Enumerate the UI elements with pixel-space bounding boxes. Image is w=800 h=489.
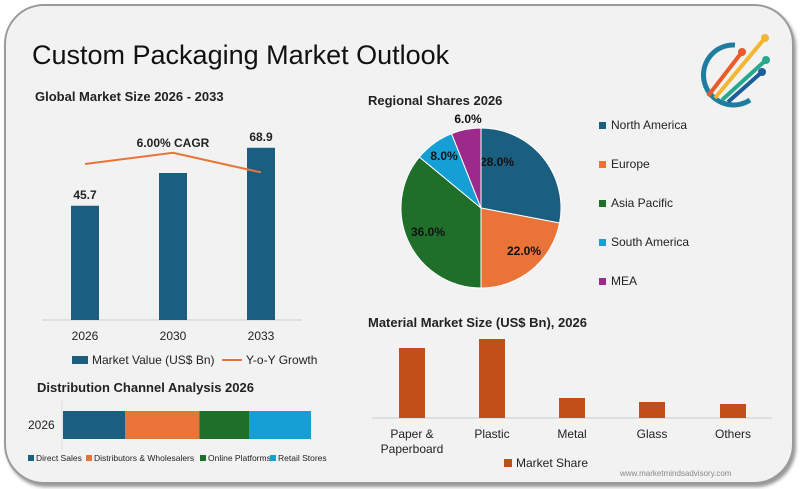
- pie-data-label: 28.0%: [480, 155, 514, 169]
- distribution-title: Distribution Channel Analysis 2026: [37, 380, 254, 395]
- bar-segment: [63, 411, 125, 439]
- x-tick-label: Paperboard: [381, 442, 444, 456]
- legend-label: North America: [611, 118, 687, 132]
- bar-material: [399, 348, 425, 418]
- page-title: Custom Packaging Market Outlook: [32, 40, 450, 70]
- logo-icon: [701, 42, 752, 108]
- bar-segment: [199, 411, 249, 439]
- data-label: 68.9: [249, 130, 273, 144]
- market-size-title: Global Market Size 2026 - 2033: [35, 89, 224, 104]
- x-tick-label: Others: [715, 427, 751, 441]
- logo-arrow-head-icon: [758, 68, 766, 76]
- legend-swatch: [599, 200, 606, 207]
- bar-material: [720, 404, 746, 418]
- legend-swatch: [599, 122, 606, 129]
- logo-arrow-icon: [706, 50, 744, 98]
- legend-swatch: [599, 239, 606, 246]
- legend-swatch: [599, 278, 606, 285]
- bar-market-value: [159, 173, 187, 320]
- material-title: Material Market Size (US$ Bn), 2026: [368, 315, 587, 330]
- legend-swatch: [72, 356, 88, 364]
- bar-material: [479, 339, 505, 418]
- pie-slice: [400, 156, 482, 289]
- pie-data-label: 22.0%: [507, 244, 541, 258]
- legend-label: South America: [611, 235, 689, 249]
- legend-label: Retail Stores: [278, 453, 327, 463]
- x-tick-label: Paper &: [390, 427, 433, 441]
- x-tick-label: Metal: [557, 427, 586, 441]
- pie-slice: [480, 207, 561, 289]
- x-tick-label: 2030: [160, 329, 187, 343]
- pie-data-label: 6.0%: [454, 112, 482, 126]
- x-tick-label: Plastic: [474, 427, 509, 441]
- pie-data-label: 8.0%: [430, 149, 458, 163]
- logo-arrow-head-icon: [738, 48, 746, 56]
- logo-arrow-head-icon: [761, 34, 769, 42]
- bar-market-value: [247, 147, 275, 320]
- logo-arrow-icon: [726, 70, 764, 104]
- legend-swatch: [270, 455, 276, 461]
- legend-swatch: [504, 459, 512, 467]
- line-yoy-growth: [84, 151, 262, 174]
- legend-label: MEA: [611, 274, 637, 288]
- y-tick-label: 2026: [28, 418, 55, 432]
- website-footer: www.marketmindsadvisory.com: [619, 469, 732, 478]
- logo-arrow-icon: [720, 58, 768, 102]
- legend-swatch: [200, 455, 206, 461]
- bar-market-value: [71, 205, 99, 320]
- legend-label: Distributors & Wholesalers: [94, 453, 194, 463]
- legend-swatch: [599, 161, 606, 168]
- legend-swatch: [28, 455, 34, 461]
- pie-data-label: 36.0%: [411, 225, 445, 239]
- bar-material: [639, 402, 665, 418]
- legend-swatch: [86, 455, 92, 461]
- x-tick-label: 2026: [72, 329, 99, 343]
- bar-material: [559, 398, 585, 418]
- legend-label: Market Share: [516, 456, 588, 470]
- legend-label: Direct Sales: [36, 453, 82, 463]
- legend-label: Asia Pacific: [611, 196, 673, 210]
- legend-label: Market Value (US$ Bn): [92, 353, 215, 367]
- logo-arrow-icon: [713, 36, 767, 100]
- data-label: 45.7: [73, 188, 97, 202]
- bar-segment: [125, 411, 200, 439]
- x-tick-label: 2033: [248, 329, 275, 343]
- cagr-annotation: 6.00% CAGR: [137, 136, 210, 150]
- bar-segment: [249, 411, 311, 439]
- x-tick-label: Glass: [637, 427, 668, 441]
- legend-label: Europe: [611, 157, 650, 171]
- legend-label: Online Platforms: [208, 453, 271, 463]
- pie-slice: [480, 127, 562, 224]
- pie-slice: [450, 127, 482, 209]
- logo-arrow-head-icon: [762, 56, 770, 64]
- legend-label: Y-o-Y Growth: [246, 353, 317, 367]
- regional-title: Regional Shares 2026: [368, 93, 502, 108]
